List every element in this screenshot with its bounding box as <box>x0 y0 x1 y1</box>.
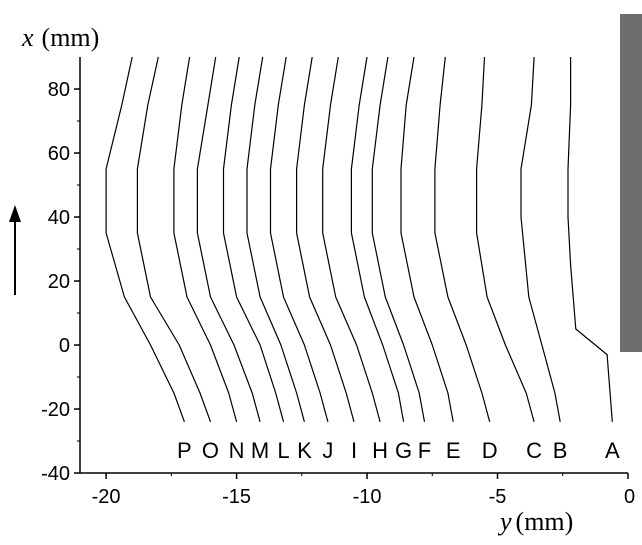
y-tick-label: 0 <box>59 335 70 357</box>
series-label-M: M <box>251 438 269 463</box>
series-label-A: A <box>605 438 620 463</box>
series-line-P <box>105 56 185 423</box>
series-label-E: E <box>446 438 461 463</box>
series-line-C <box>476 56 535 422</box>
series-line-B <box>520 56 561 422</box>
series-label-I: I <box>351 438 357 463</box>
up-arrow <box>9 205 21 295</box>
series-line-F <box>371 56 426 422</box>
y-tick-label: 40 <box>48 207 70 229</box>
series-line-G <box>350 56 405 422</box>
series-label-D: D <box>482 438 498 463</box>
x-axis-title-var: y <box>497 507 512 536</box>
series-line-E <box>400 56 454 422</box>
series-label-L: L <box>277 438 289 463</box>
series-label-O: O <box>202 438 219 463</box>
y-tick-label: 60 <box>48 143 70 165</box>
axes: -40 -20 0 20 40 60 80 -20 -15 -10 -5 0 <box>41 57 635 508</box>
series-line-L <box>222 56 285 422</box>
series-label-G: G <box>395 438 412 463</box>
series-label-B: B <box>553 438 568 463</box>
series-line-H <box>322 56 381 422</box>
x-tick-label: -20 <box>92 486 121 508</box>
y-axis-title: x (mm) <box>21 23 99 52</box>
y-tick-label: 80 <box>48 79 70 101</box>
x-axis-title-unit: (mm) <box>516 507 574 536</box>
series-label-K: K <box>297 438 312 463</box>
y-tick-label: 20 <box>48 271 70 293</box>
series-label-P: P <box>177 438 192 463</box>
series-layer <box>105 56 613 423</box>
y-tick-label: -40 <box>41 463 70 485</box>
x-tick-label: -5 <box>489 486 507 508</box>
x-tick-label: 0 <box>624 486 635 508</box>
series-label-C: C <box>526 438 542 463</box>
series-label-N: N <box>229 438 245 463</box>
side-bar <box>620 14 642 352</box>
series-line-I <box>296 56 355 422</box>
series-label-J: J <box>322 438 333 463</box>
series-line-M <box>196 56 261 422</box>
series-label-H: H <box>372 438 388 463</box>
series-line-J <box>269 56 329 422</box>
y-tick-label: -20 <box>41 399 70 421</box>
y-axis-title-var: x <box>21 23 34 52</box>
y-axis-title-unit: (mm) <box>42 23 100 52</box>
series-line-O <box>136 56 212 423</box>
series-label-F: F <box>418 438 431 463</box>
series-line-N <box>173 56 238 422</box>
x-tick-label: -10 <box>353 486 382 508</box>
series-line-A <box>567 57 613 422</box>
series-line-K <box>246 56 305 422</box>
series-line-D <box>434 56 491 422</box>
x-axis-title: y (mm) <box>497 507 573 536</box>
x-tick-label: -15 <box>222 486 251 508</box>
